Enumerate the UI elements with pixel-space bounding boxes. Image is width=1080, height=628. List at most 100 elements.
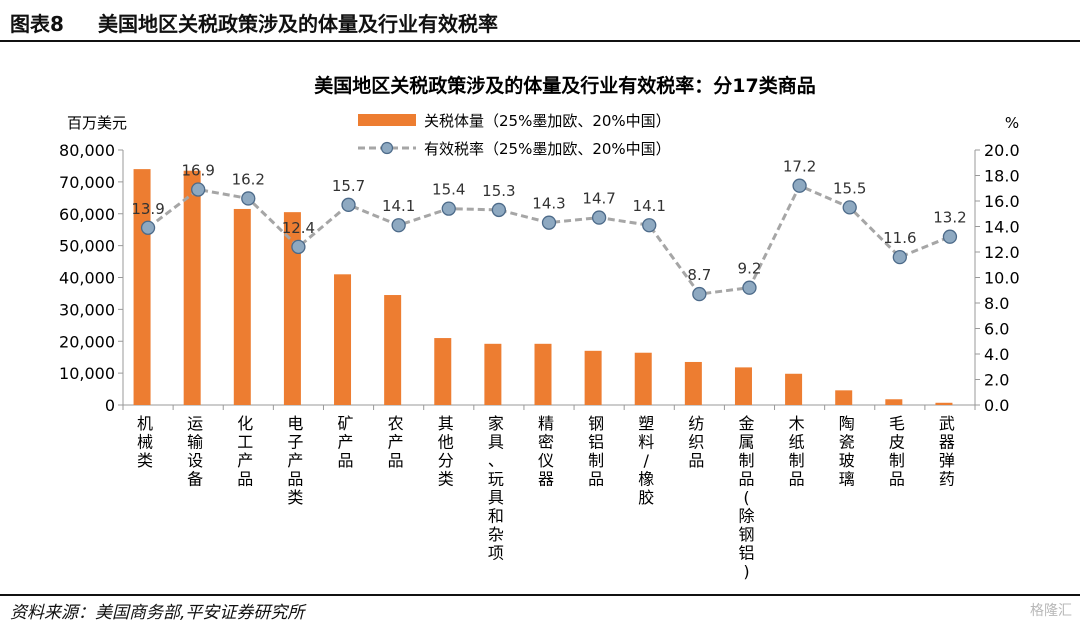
right-tick-label: 10.0 — [984, 269, 1020, 288]
bar — [734, 367, 752, 405]
category-label: 毛皮制品 — [889, 414, 905, 489]
rate-data-label: 14.7 — [582, 190, 615, 208]
bar — [384, 295, 402, 405]
rate-point — [792, 178, 807, 193]
left-tick-label: 40,000 — [59, 269, 115, 288]
bar — [684, 361, 702, 405]
rate-data-label: 16.2 — [232, 170, 265, 188]
bar — [935, 402, 953, 405]
rate-data-label: 14.1 — [382, 197, 415, 215]
category-label: 电子产品类 — [287, 414, 303, 507]
bar — [334, 274, 352, 405]
right-tick-label: 6.0 — [984, 320, 1009, 339]
rate-data-label: 16.9 — [181, 162, 214, 180]
left-tick-label: 60,000 — [59, 205, 115, 224]
bar — [534, 343, 552, 405]
right-tick-label: 0.0 — [984, 396, 1009, 415]
rate-point — [391, 218, 406, 233]
left-tick-label: 30,000 — [59, 300, 115, 319]
rate-point — [341, 197, 356, 212]
rate-data-label: 17.2 — [783, 158, 816, 176]
rate-point — [692, 286, 707, 302]
figure-header: 图表8 美国地区关税政策涉及的体量及行业有效税率 — [0, 0, 1080, 44]
left-tick-label: 80,000 — [59, 141, 115, 160]
left-tick-label: 10,000 — [59, 364, 115, 383]
rate-point — [892, 249, 907, 265]
rate-data-label: 15.7 — [332, 177, 365, 195]
bar — [835, 390, 853, 405]
rate-point — [140, 220, 156, 235]
category-label: 纺织品 — [688, 414, 704, 470]
watermark: 格隆汇 — [1030, 603, 1072, 619]
right-tick-label: 14.0 — [984, 218, 1020, 237]
rate-point — [541, 215, 557, 230]
right-axis-unit: % — [1005, 114, 1019, 132]
bar — [584, 350, 602, 405]
bar — [634, 352, 652, 405]
figure-title: 美国地区关税政策涉及的体量及行业有效税率 — [98, 12, 498, 36]
rate-point — [291, 239, 306, 255]
right-tick-label: 16.0 — [984, 192, 1020, 211]
legend-line-marker — [380, 141, 394, 155]
chart-title: 美国地区关税政策涉及的体量及行业有效税率：分17类商品 — [314, 74, 815, 97]
right-tick-label: 4.0 — [984, 345, 1009, 364]
rate-point — [241, 191, 256, 206]
category-label: 矿产品 — [338, 414, 354, 470]
rate-data-label: 8.7 — [687, 266, 711, 284]
header-divider — [0, 40, 1080, 42]
rate-data-label: 15.3 — [482, 182, 515, 200]
right-tick-label: 8.0 — [984, 294, 1009, 313]
left-axis-unit: 百万美元 — [67, 114, 127, 132]
bar — [885, 399, 903, 405]
rate-data-label: 14.3 — [532, 195, 565, 213]
rate-data-label: 13.9 — [131, 200, 164, 218]
right-tick-label: 20.0 — [984, 141, 1020, 160]
right-tick-label: 18.0 — [984, 167, 1020, 186]
rate-point — [191, 182, 206, 197]
category-label: 机械类 — [137, 414, 153, 470]
legend-line-label: 有效税率（25%墨加欧、20%中国） — [424, 140, 671, 158]
bar — [484, 343, 502, 405]
rate-data-label: 14.1 — [633, 197, 666, 215]
rate-point — [742, 280, 757, 295]
category-label: 金属制品(除钢铝) — [738, 414, 754, 581]
rate-point — [591, 210, 607, 225]
category-label: 钢铝制品 — [588, 414, 604, 489]
bar — [785, 373, 803, 405]
footer-divider — [0, 594, 1080, 596]
rate-data-label: 13.2 — [933, 209, 966, 227]
category-label: 化工产品 — [237, 414, 253, 489]
source-note: 资料来源：美国商务部,平安证券研究所 — [10, 603, 305, 623]
right-tick-label: 12.0 — [984, 243, 1020, 262]
category-label: 木纸制品 — [789, 414, 805, 489]
rate-data-label: 11.6 — [883, 229, 916, 247]
bar — [183, 170, 201, 405]
category-label: 其他分类 — [438, 414, 454, 489]
rate-data-label: 12.4 — [282, 219, 315, 237]
chart: 美国地区关税政策涉及的体量及行业有效税率：分17类商品 百万美元 % 关税体量（… — [59, 74, 1020, 581]
bar — [283, 212, 301, 405]
rate-data-label: 9.2 — [738, 260, 762, 278]
rate-point — [842, 200, 857, 215]
rate-data-label: 15.4 — [432, 181, 465, 199]
rate-point — [942, 229, 958, 244]
category-label: 塑料/橡胶 — [638, 414, 654, 507]
left-tick-label: 50,000 — [59, 237, 115, 256]
bar — [434, 338, 452, 405]
legend-bar-swatch — [358, 114, 416, 126]
rate-point — [441, 201, 456, 216]
category-label: 陶瓷玻璃 — [839, 414, 855, 489]
category-label: 武器弹药 — [939, 414, 955, 489]
right-tick-label: 2.0 — [984, 371, 1009, 390]
rate-data-label: 15.5 — [833, 179, 866, 197]
category-label: 农产品 — [388, 414, 404, 470]
legend: 关税体量（25%墨加欧、20%中国） 有效税率（25%墨加欧、20%中国） — [358, 112, 671, 158]
category-label: 运输设备 — [187, 414, 203, 489]
category-label: 精密仪器 — [538, 414, 554, 489]
plot-area: 0 10,000 20,000 30,000 40,000 50,000 60,000 70,… — [59, 141, 1020, 581]
left-tick-label: 0 — [105, 396, 115, 415]
left-tick-label: 20,000 — [59, 332, 115, 351]
category-label: 家具、玩具和杂项 — [488, 414, 504, 563]
legend-bar-label: 关税体量（25%墨加欧、20%中国） — [424, 112, 671, 130]
rate-point — [491, 202, 507, 218]
